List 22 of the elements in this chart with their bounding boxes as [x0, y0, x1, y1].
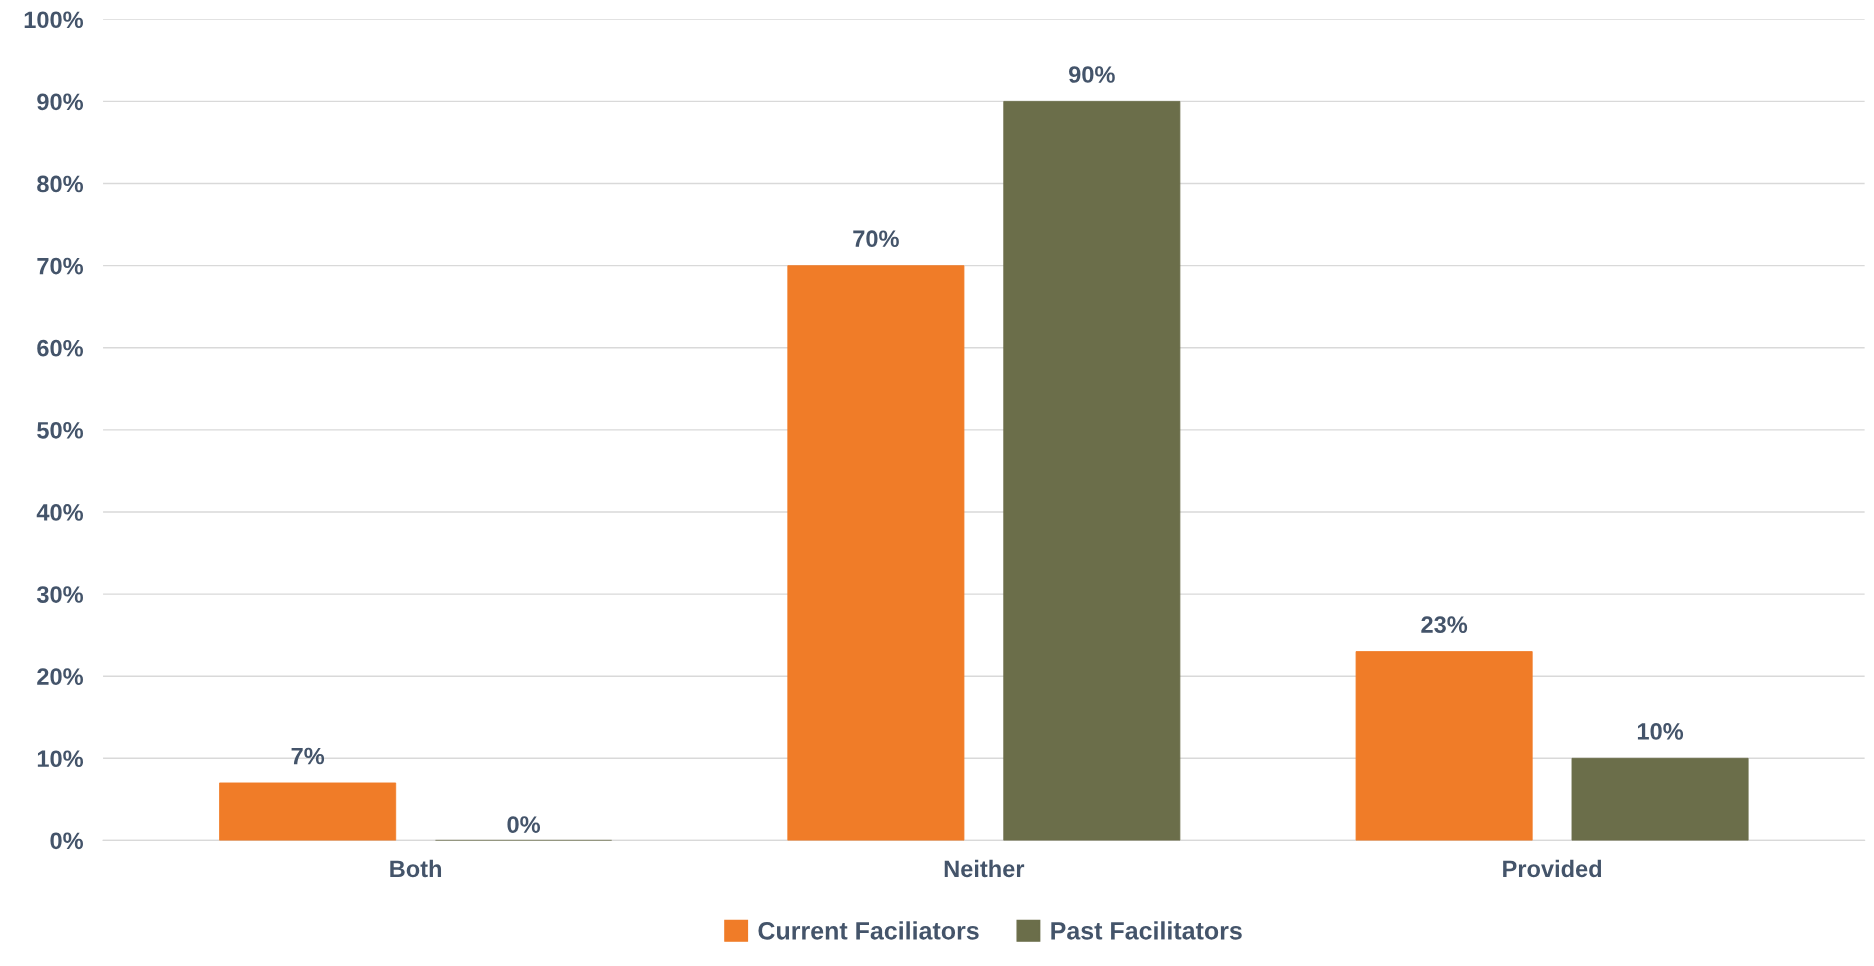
y-tick-label: 50% — [37, 421, 83, 439]
y-tick-label: 0% — [50, 832, 83, 850]
data-label: 23% — [1421, 616, 1468, 634]
y-tick-label: 40% — [36, 504, 83, 521]
y-tick-label: 70% — [37, 257, 83, 275]
x-tick-label: Provided — [1503, 859, 1602, 878]
legend-label: Current Faciliators — [758, 921, 979, 940]
data-label: 0% — [507, 816, 541, 833]
y-tick-label: 60% — [37, 339, 83, 357]
data-label: 70% — [853, 230, 899, 248]
legend-label: Past Facilitators — [1051, 921, 1242, 940]
y-tick-label: 90% — [37, 93, 83, 111]
y-tick-label: 100% — [24, 11, 84, 29]
x-tick-label: Neither — [944, 859, 1025, 878]
y-tick-label: 80% — [37, 175, 83, 193]
x-tick-label: Both — [390, 859, 442, 878]
y-tick-label: 20% — [37, 668, 83, 685]
y-tick-label: 30% — [36, 586, 83, 603]
y-tick-label: 10% — [37, 750, 83, 768]
data-label: 7% — [291, 747, 325, 765]
data-label: 90% — [1069, 66, 1115, 83]
data-label: 10% — [1637, 723, 1684, 740]
